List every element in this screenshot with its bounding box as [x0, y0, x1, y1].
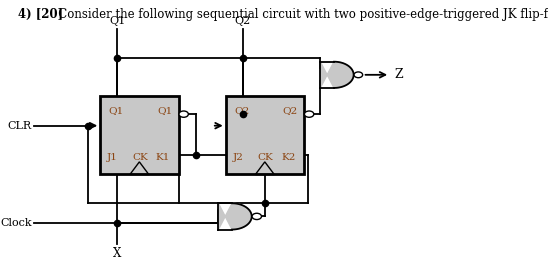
Polygon shape — [218, 203, 252, 229]
Text: K1: K1 — [156, 153, 170, 162]
Text: Clock: Clock — [0, 218, 32, 228]
Circle shape — [252, 213, 261, 220]
Text: Q2: Q2 — [235, 16, 251, 26]
Bar — [226, 96, 304, 174]
Text: CK: CK — [132, 153, 148, 162]
Text: Q1: Q1 — [157, 106, 172, 115]
Text: J2: J2 — [233, 153, 243, 162]
Text: 4) [20]: 4) [20] — [18, 8, 63, 21]
Text: CLR: CLR — [8, 121, 32, 131]
Circle shape — [354, 72, 363, 78]
Text: CK: CK — [258, 153, 273, 162]
Circle shape — [179, 111, 189, 117]
Polygon shape — [320, 62, 353, 88]
Text: K2: K2 — [281, 153, 296, 162]
Text: X: X — [113, 246, 122, 259]
Bar — [100, 96, 179, 174]
Text: Q2: Q2 — [234, 106, 249, 115]
Text: J1: J1 — [107, 153, 118, 162]
Text: Consider the following sequential circuit with two positive-edge-triggered JK fl: Consider the following sequential circui… — [47, 8, 548, 21]
Text: Q1: Q1 — [109, 106, 124, 115]
Circle shape — [305, 111, 314, 117]
Text: Q2: Q2 — [282, 106, 298, 115]
Text: Z: Z — [394, 68, 403, 81]
Text: Q1: Q1 — [109, 16, 125, 26]
